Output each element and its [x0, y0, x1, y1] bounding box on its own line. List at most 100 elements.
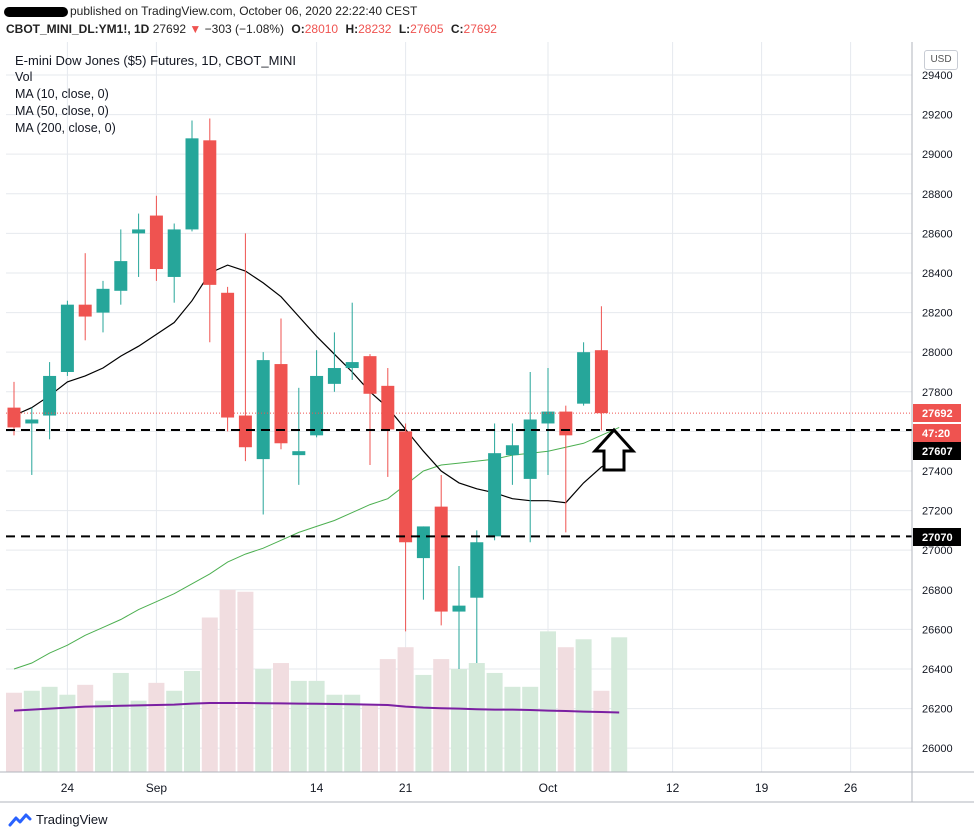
currency-button[interactable]: USD [924, 50, 958, 70]
volume-bar [611, 637, 628, 772]
candle-body [559, 411, 573, 436]
price-label-box [913, 424, 961, 442]
support-lines [6, 412, 912, 538]
volume-bar [344, 694, 361, 772]
open-label: O: [291, 22, 305, 36]
volume-bar [95, 700, 111, 772]
tradingview-logo-icon [8, 813, 32, 826]
candles [7, 118, 608, 669]
volume-bar [540, 631, 556, 772]
y-tick-label: 27800 [922, 387, 953, 399]
volume-bar [130, 700, 147, 772]
x-tick-label: Sep [146, 781, 168, 795]
volume-bar [201, 617, 218, 772]
footer: TradingView [8, 812, 108, 827]
volume-bar [451, 668, 467, 772]
y-tick-label: 29400 [922, 70, 953, 82]
candle-body [310, 375, 324, 436]
candle-body [470, 542, 484, 598]
price-label-box [913, 404, 961, 422]
footer-brand: TradingView [36, 812, 108, 827]
ma10-line [13, 264, 620, 504]
grid [6, 42, 912, 772]
up-arrow-icon [591, 427, 637, 472]
volume-bar [433, 659, 450, 772]
low-label: L: [398, 22, 411, 36]
candle-body [345, 362, 359, 369]
candle-body [43, 375, 57, 416]
volume-bar [379, 659, 396, 772]
x-tick-label: Oct [539, 781, 558, 795]
y-tick-label: 27200 [922, 506, 953, 518]
legend-ma50: MA (50, close, 0) [15, 104, 109, 118]
candle-body [381, 385, 395, 430]
price-label-box [913, 528, 961, 546]
y-tick-label: 28000 [922, 347, 953, 359]
volume-bar [59, 694, 76, 772]
volume-bar [219, 589, 236, 772]
volume-bar [290, 680, 307, 772]
ma200-path [13, 702, 620, 714]
y-tick-label: 28400 [922, 268, 953, 280]
x-tick-label: 14 [310, 781, 324, 795]
volume-bar [504, 686, 521, 772]
candle-body [327, 368, 341, 384]
candle-body [256, 360, 270, 460]
volume-bar [468, 663, 485, 772]
candle-body [96, 288, 110, 313]
volume-bar [522, 686, 539, 772]
high-value: 28232 [358, 22, 392, 36]
candle-body [363, 356, 377, 394]
y-tick-label: 26000 [922, 743, 953, 755]
volume-bar [326, 694, 343, 772]
candle-body [505, 445, 519, 456]
close-label: C: [450, 22, 464, 36]
volume-bar [255, 668, 272, 772]
price-label-box [913, 442, 961, 460]
y-tick-label: 29000 [922, 149, 953, 161]
candle-body [78, 304, 92, 317]
legend-vol: Vol [15, 70, 33, 84]
volume-bar [486, 672, 503, 772]
volume-bar [575, 639, 592, 772]
volume-bar [6, 692, 22, 772]
ohlc-line: CBOT_MINI_DL:YM1!, 1D 27692 ▼ −303 (−1.0… [6, 22, 497, 36]
y-tick-label: 28200 [922, 308, 953, 320]
price-label-text: 27692 [922, 408, 953, 420]
redacted-author [4, 7, 68, 17]
open-value: 28010 [304, 22, 339, 36]
candle-body [594, 350, 608, 414]
y-tick-label: 26800 [922, 585, 953, 597]
candle-body [452, 605, 466, 612]
ma10-path [13, 264, 620, 504]
volume-bar [273, 663, 289, 772]
candle-body [25, 419, 39, 424]
y-axis-ticks: 29400 29200 29000 28800 28600 28400 28200 28000… [922, 70, 953, 755]
candle-body [238, 415, 252, 448]
volume-bar [41, 686, 58, 772]
volume-bar [557, 647, 574, 772]
close-value: 27692 [463, 22, 497, 36]
price-label-text: 27607 [922, 446, 953, 458]
legend-ma10: MA (10, close, 0) [15, 87, 109, 101]
candle-body [274, 364, 288, 444]
candle-body [60, 304, 74, 372]
axes [0, 42, 974, 803]
y-tick-label: 26400 [922, 664, 953, 676]
candle-body [132, 229, 146, 234]
candle-body [577, 352, 591, 404]
x-axis-ticks: 24 Sep 14 21 Oct 12 19 26 [61, 781, 858, 795]
arrow-shape [591, 427, 637, 472]
x-tick-label: 21 [399, 781, 413, 795]
candle-body [221, 292, 235, 418]
candle-body [416, 526, 430, 559]
candle-body [7, 407, 21, 428]
volume-bar [23, 690, 40, 772]
low-value: 27605 [410, 22, 444, 36]
volume-bar [415, 674, 432, 772]
change-value: −303 (−1.08%) [204, 22, 285, 36]
legend: E-mini Dow Jones ($5) Futures, 1D, CBOT_… [15, 52, 296, 137]
y-tick-label: 26600 [922, 624, 953, 636]
volume-bar [237, 591, 254, 772]
